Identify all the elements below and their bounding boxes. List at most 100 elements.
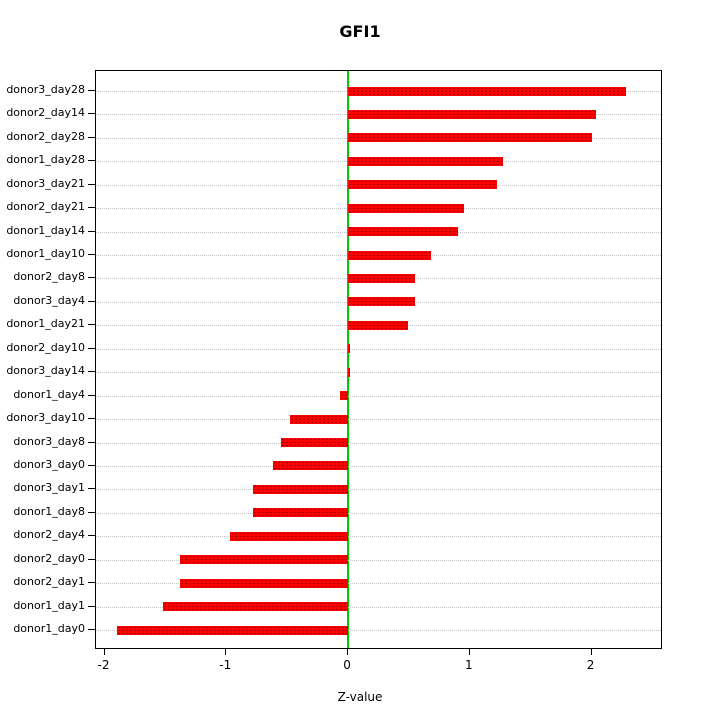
y-tick-label: donor3_day8 <box>13 434 85 448</box>
y-axis-tick <box>88 136 95 138</box>
bar <box>348 133 592 143</box>
bar <box>253 508 349 518</box>
bar <box>116 625 349 635</box>
y-axis-tick <box>88 113 95 115</box>
bar <box>272 461 349 471</box>
bar <box>289 414 349 424</box>
y-axis-tick <box>88 535 95 537</box>
y-tick-label: donor2_day28 <box>6 129 85 143</box>
y-tick-label: donor3_day28 <box>6 83 85 96</box>
gridline <box>96 419 661 421</box>
x-axis-tick <box>225 648 227 655</box>
y-axis-tick <box>88 511 95 513</box>
bar <box>348 320 408 330</box>
bar <box>348 250 431 260</box>
y-tick-label: donor2_day0 <box>13 551 85 565</box>
bar <box>281 438 349 448</box>
y-axis-tick <box>88 488 95 490</box>
bar <box>180 555 349 565</box>
x-axis-tick <box>103 648 105 655</box>
y-tick-label: donor3_day10 <box>6 411 85 425</box>
y-axis-tick <box>88 230 95 232</box>
bar <box>180 578 349 588</box>
y-tick-label: donor2_day10 <box>6 340 85 354</box>
x-tick-label: 0 <box>343 658 351 672</box>
y-axis-tick <box>88 558 95 560</box>
x-tick-label: 2 <box>586 658 595 672</box>
gridline <box>96 512 661 514</box>
y-tick-label: donor1_day21 <box>6 317 85 331</box>
gridline <box>96 630 661 631</box>
y-tick-label: donor3_day0 <box>13 457 85 471</box>
y-tick-label: donor2_day4 <box>13 528 85 542</box>
zero-reference-line <box>347 71 350 648</box>
y-axis-tick <box>88 324 95 326</box>
gridline <box>96 395 661 397</box>
bar <box>348 273 416 283</box>
y-tick-label: donor1_day8 <box>13 504 85 518</box>
gridline <box>96 465 661 467</box>
bar <box>348 109 597 119</box>
chart-title: GFI1 <box>339 22 381 41</box>
y-tick-label: donor3_day4 <box>13 293 85 307</box>
bar <box>348 180 497 190</box>
y-axis-tick <box>88 347 95 349</box>
y-tick-label: donor2_day8 <box>13 270 85 284</box>
y-axis-tick <box>88 254 95 256</box>
y-axis-tick <box>88 90 95 91</box>
y-axis-tick <box>88 464 95 466</box>
x-tick-label: 1 <box>464 658 473 672</box>
bar <box>348 297 416 307</box>
x-axis-label: Z-value <box>337 690 383 704</box>
y-tick-label: donor3_day14 <box>6 364 85 378</box>
gridline <box>96 489 661 491</box>
gridline <box>96 348 661 350</box>
y-tick-label: donor3_day1 <box>13 481 85 495</box>
y-axis-tick <box>88 629 95 630</box>
y-tick-label: donor3_day21 <box>6 176 85 190</box>
y-axis-tick <box>88 207 95 209</box>
y-axis-tick <box>88 371 95 373</box>
y-axis-tick <box>88 418 95 420</box>
y-tick-label: donor1_day4 <box>13 387 85 401</box>
bar <box>348 227 458 237</box>
gridline <box>96 442 661 444</box>
y-tick-label: donor1_day10 <box>6 247 85 261</box>
gridline <box>96 583 661 585</box>
y-tick-label: donor1_day1 <box>13 598 85 612</box>
y-axis-tick <box>88 300 95 302</box>
bar <box>348 344 350 354</box>
y-tick-label: donor2_day21 <box>6 200 85 214</box>
x-axis-tick <box>347 648 349 655</box>
gridline <box>96 559 661 561</box>
gridline <box>96 536 661 538</box>
bar <box>348 367 350 377</box>
gridline <box>96 372 661 374</box>
x-tick-label: -2 <box>97 658 110 672</box>
y-axis-tick <box>88 277 95 279</box>
x-axis-tick <box>468 648 470 655</box>
y-tick-label: donor1_day0 <box>13 622 85 635</box>
bar <box>348 156 503 166</box>
bar <box>348 86 626 96</box>
y-tick-label: donor1_day14 <box>6 223 85 237</box>
y-tick-label: donor2_day1 <box>13 575 85 589</box>
bar <box>253 484 349 494</box>
y-tick-label: donor2_day14 <box>6 106 85 120</box>
gridline <box>96 606 661 608</box>
y-axis-tick <box>88 441 95 443</box>
y-axis-tick <box>88 605 95 607</box>
y-axis-tick <box>88 160 95 162</box>
plot-area <box>95 70 662 649</box>
y-axis-tick <box>88 582 95 584</box>
y-axis-tick <box>88 183 95 185</box>
y-tick-label: donor1_day28 <box>6 153 85 167</box>
x-axis-tick <box>590 648 592 655</box>
x-tick-label: -1 <box>219 658 232 672</box>
bar <box>162 602 349 612</box>
bar <box>229 531 349 541</box>
bar <box>339 391 349 401</box>
bar <box>348 203 464 213</box>
y-axis-tick <box>88 394 95 396</box>
